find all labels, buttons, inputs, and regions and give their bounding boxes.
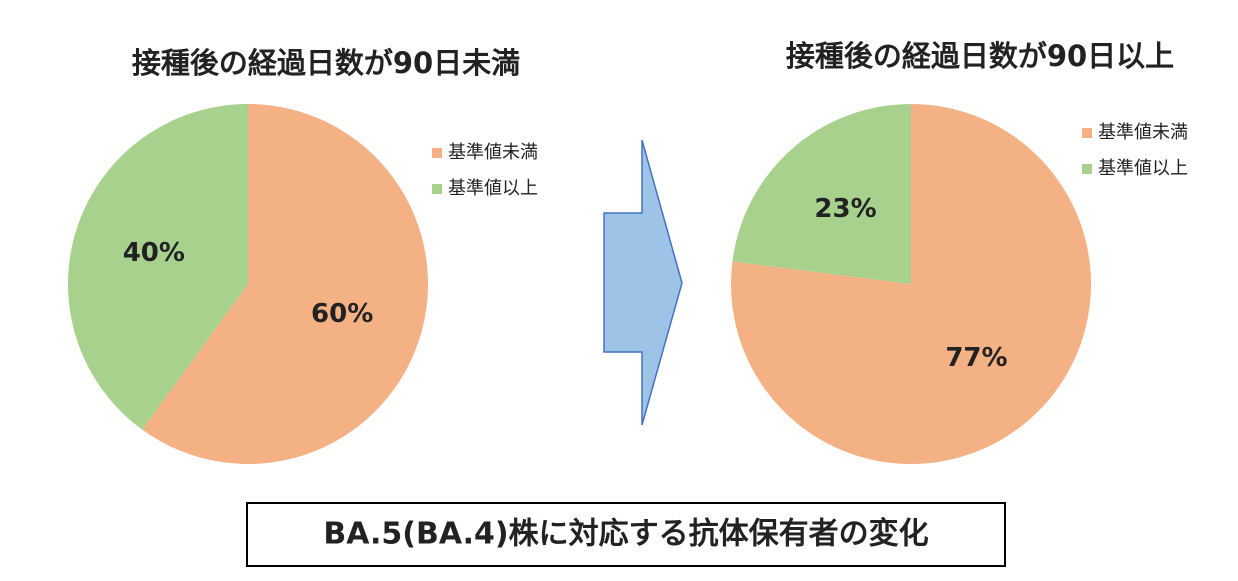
pie-slice: [68, 104, 248, 430]
chart-title: 接種後の経過日数が90日以上: [786, 39, 1174, 73]
legend-swatch: [1082, 128, 1092, 138]
caption: BA.5(BA.4)株に対応する抗体保有者の変化: [323, 517, 928, 552]
pie-slice: [142, 104, 429, 465]
legend-swatch: [1082, 164, 1092, 174]
chart-title: 接種後の経過日数が90日未満: [132, 46, 520, 80]
data-label: 77%: [945, 343, 1007, 373]
pie-slice: [732, 104, 911, 284]
legend-label: 基準値以上: [448, 178, 538, 199]
caption-box: [246, 502, 1006, 567]
legend-label: 基準値未満: [448, 142, 538, 163]
legend-label: 基準値以上: [1098, 158, 1188, 179]
data-label: 60%: [311, 299, 373, 329]
legend-label: 基準値未満: [1098, 122, 1188, 143]
legend-swatch: [432, 184, 442, 194]
data-label: 23%: [814, 194, 876, 224]
pie-slice: [731, 104, 1091, 465]
data-label: 40%: [123, 238, 185, 268]
legend-swatch: [432, 148, 442, 158]
arrow: [603, 139, 683, 426]
